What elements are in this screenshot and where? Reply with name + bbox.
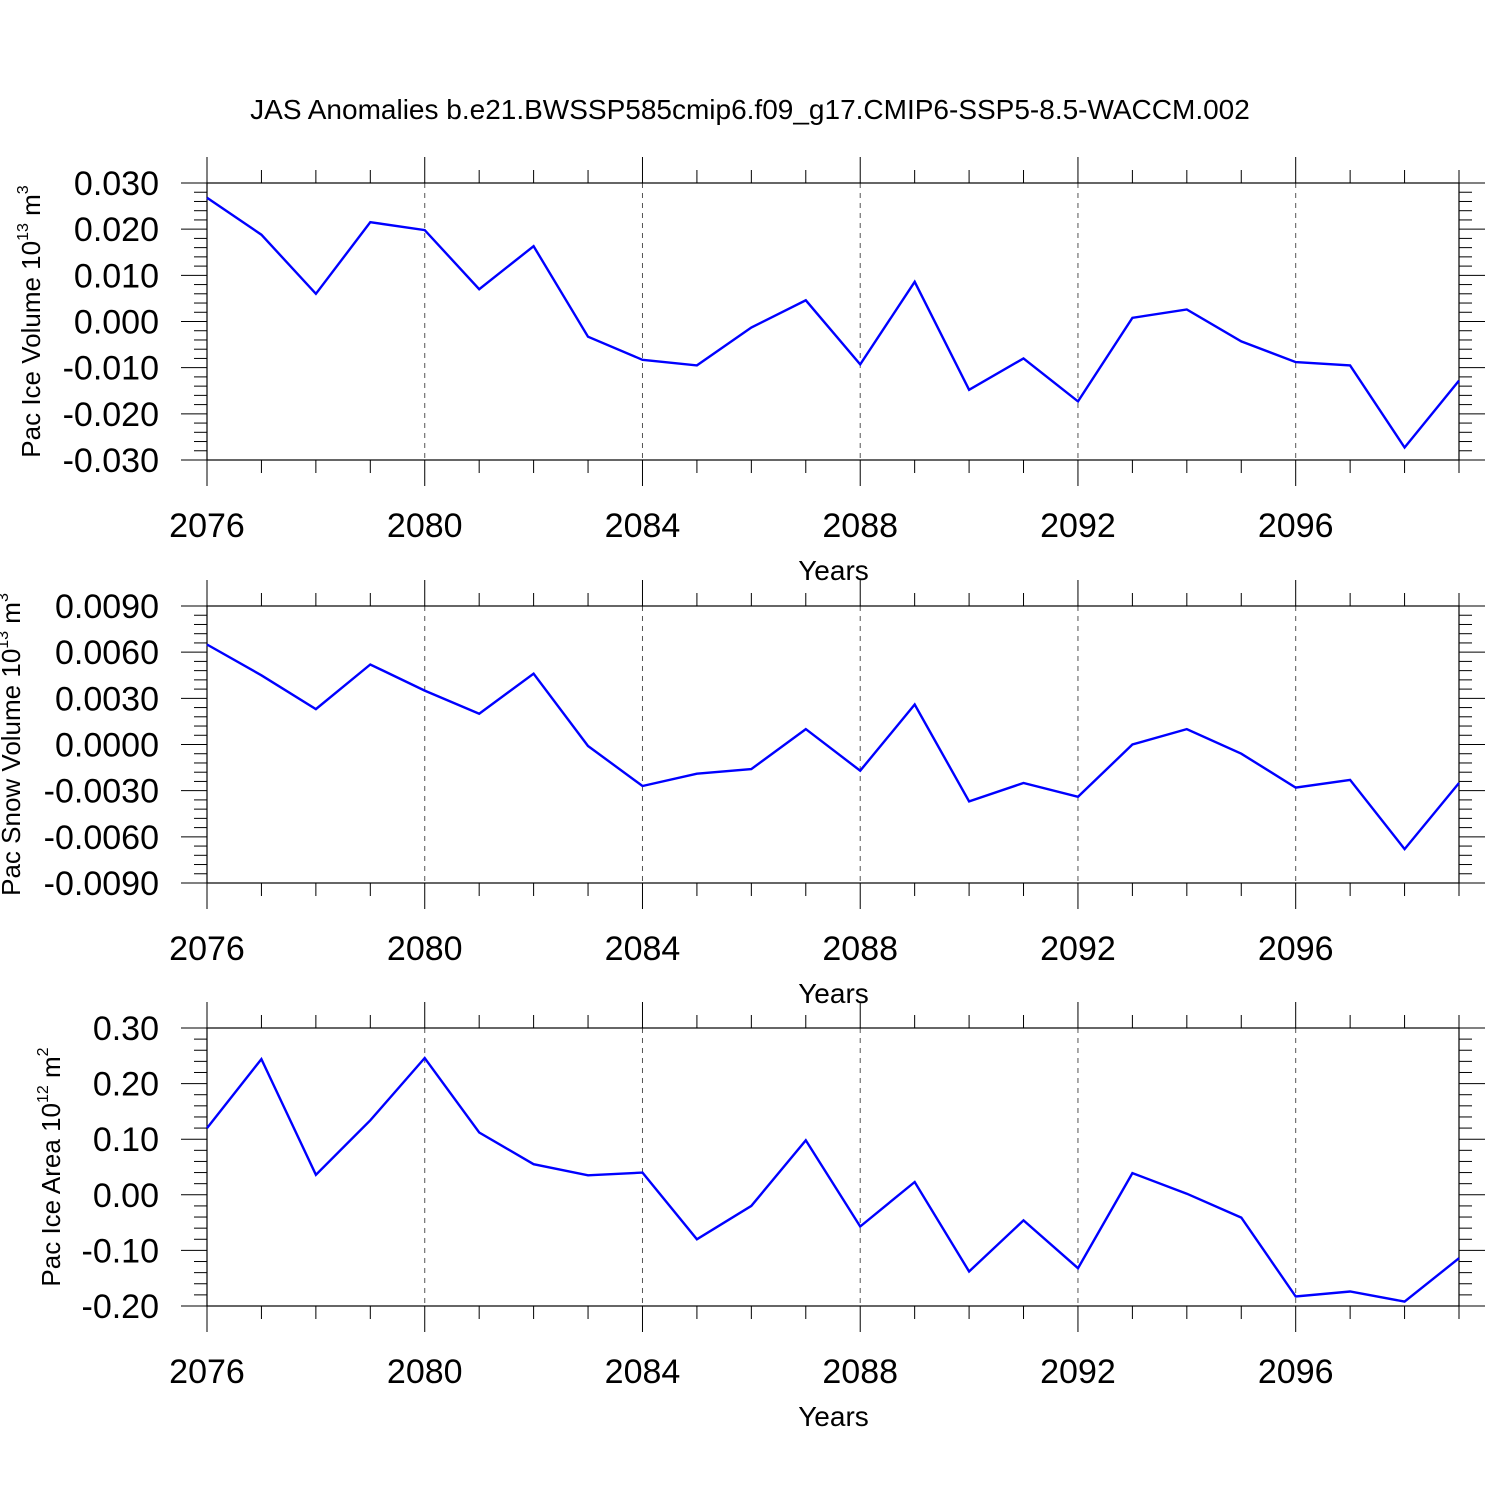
panels: -0.030-0.020-0.0100.0000.0100.0200.03020… xyxy=(0,157,1485,1432)
y-tick-label: 0.0000 xyxy=(55,727,159,765)
x-tick-label: 2096 xyxy=(1258,930,1334,968)
x-axis-label: Years xyxy=(798,1401,869,1432)
y-tick-label: 0.10 xyxy=(93,1121,159,1159)
y-tick-label: -0.10 xyxy=(82,1232,160,1270)
y-tick-label: -0.0060 xyxy=(44,819,159,857)
x-tick-label: 2088 xyxy=(822,507,898,545)
x-tick-label: 2084 xyxy=(605,1353,681,1391)
y-tick-label: 0.30 xyxy=(93,1010,159,1048)
y-axis-label: Pac Snow Volume 1013 m3 xyxy=(0,593,26,896)
x-tick-label: 2088 xyxy=(822,1353,898,1391)
x-tick-label: 2080 xyxy=(387,1353,463,1391)
y-tick-label: -0.0090 xyxy=(44,865,159,903)
x-tick-label: 2088 xyxy=(822,930,898,968)
y-tick-label: 0.00 xyxy=(93,1177,159,1215)
y-tick-label: 0.000 xyxy=(74,304,159,342)
panel-3: -0.20 -0.10 0.00 0.10 0.20 0.30 2076 2080 2084 20… xyxy=(35,1002,1485,1432)
y-tick-label: -0.030 xyxy=(63,442,159,480)
y-tick-label: 0.0060 xyxy=(55,634,159,672)
y-tick-label: 0.010 xyxy=(74,257,159,295)
y-axis-label-part: m xyxy=(36,1056,66,1085)
x-tick-label: 2092 xyxy=(1040,930,1116,968)
y-tick-label: -0.020 xyxy=(63,396,159,434)
y-tick-label: -0.010 xyxy=(63,350,159,388)
y-axis-label-part: m xyxy=(16,194,46,223)
x-tick-label: 2096 xyxy=(1258,1353,1334,1391)
series-line xyxy=(206,196,1460,450)
x-tick-label: 2084 xyxy=(605,930,681,968)
x-tick-label: 2080 xyxy=(387,507,463,545)
y-tick-label: 0.020 xyxy=(74,211,159,249)
x-tick-label: 2080 xyxy=(387,930,463,968)
x-axis-label: Years xyxy=(798,555,869,586)
series-line xyxy=(206,1056,1460,1303)
x-tick-label: 2096 xyxy=(1258,507,1334,545)
y-tick-label: -0.0030 xyxy=(44,773,159,811)
x-tick-label: 2076 xyxy=(169,930,245,968)
y-tick-label: 0.030 xyxy=(74,165,159,203)
x-tick-label: 2092 xyxy=(1040,1353,1116,1391)
series-line xyxy=(206,643,1460,852)
panel-1: -0.030 -0.020 -0.010 0.000 0.010 0.020 0.030 20… xyxy=(15,157,1485,586)
y-axis-label-part: Pac Ice Area 10 xyxy=(36,1103,66,1287)
y-axis-label-superscript: 13 xyxy=(0,631,12,649)
y-tick-label: 0.0090 xyxy=(55,588,159,626)
panel-2: -0.0090 -0.0060 -0.0030 0.0000 0.0030 0.0060 0… xyxy=(0,580,1485,1009)
plot-frame xyxy=(206,1027,1460,1307)
x-tick-label: 2092 xyxy=(1040,507,1116,545)
y-axis-label-superscript: 13 xyxy=(15,223,32,241)
y-axis-label-superscript: 12 xyxy=(35,1085,52,1103)
y-axis-label: Pac Ice Area 1012 m2 xyxy=(35,1047,66,1286)
y-axis-label: Pac Ice Volume 1013 m3 xyxy=(15,185,46,458)
y-axis-label-part: m xyxy=(0,602,26,631)
y-axis-label-superscript: 2 xyxy=(35,1047,52,1056)
y-tick-label: -0.20 xyxy=(82,1288,160,1326)
y-tick-label: 0.0030 xyxy=(55,680,159,718)
y-axis-label-superscript: 3 xyxy=(0,593,12,602)
plot-frame xyxy=(206,605,1460,884)
x-tick-label: 2076 xyxy=(169,507,245,545)
x-tick-label: 2076 xyxy=(169,1353,245,1391)
y-axis-label-part: Pac Snow Volume 10 xyxy=(0,649,26,896)
x-axis-label: Years xyxy=(798,978,869,1009)
chart-title: JAS Anomalies b.e21.BWSSP585cmip6.f09_g1… xyxy=(250,94,1250,125)
y-tick-label: 0.20 xyxy=(93,1066,159,1104)
y-axis-label-superscript: 3 xyxy=(15,185,32,194)
y-axis-label-part: Pac Ice Volume 10 xyxy=(16,241,46,458)
x-tick-label: 2084 xyxy=(605,507,681,545)
